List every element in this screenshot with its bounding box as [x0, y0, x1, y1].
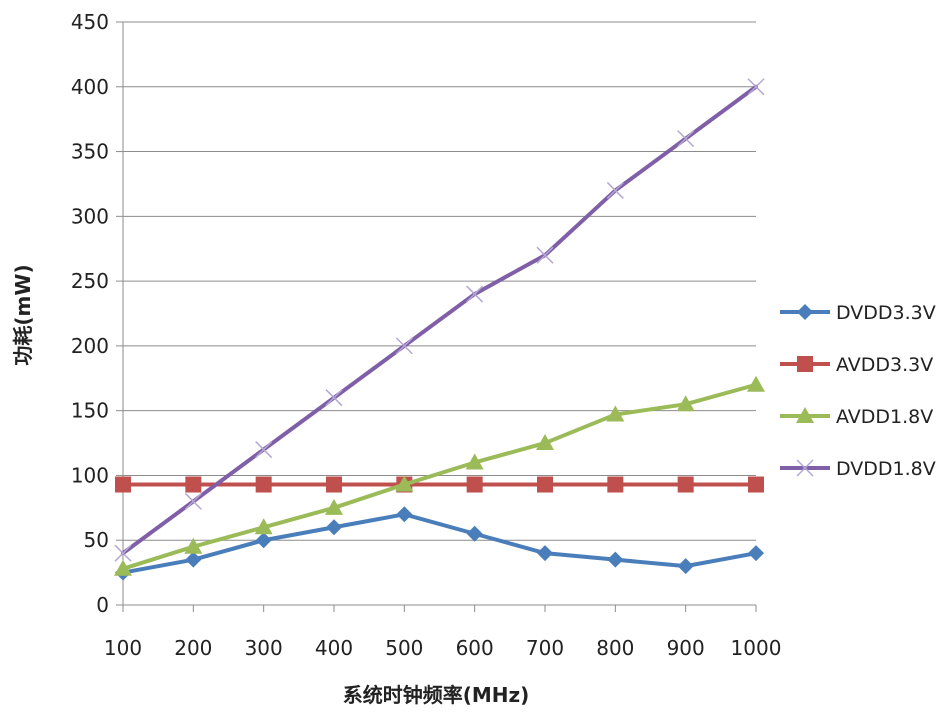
- y-tick-label: 400: [71, 75, 109, 99]
- series-line-avdd1-8v: [121, 382, 758, 571]
- data-point-dvdd1-8v: [184, 492, 202, 510]
- x-marker-stroke: [395, 337, 413, 355]
- legend-label: AVDD1.8V: [836, 406, 933, 428]
- data-point-dvdd1-8v: [747, 78, 765, 96]
- data-point-avdd3-3v: [185, 476, 202, 493]
- data-point-dvdd3-3v: [466, 525, 483, 542]
- y-tick-label: 450: [71, 10, 109, 34]
- data-point-avdd3-3v: [115, 476, 131, 493]
- data-point-avdd1-8v: [606, 405, 625, 422]
- data-point-dvdd3-3v: [607, 551, 624, 568]
- data-point-avdd3-3v: [677, 476, 694, 493]
- data-point-dvdd3-3v: [255, 532, 272, 549]
- legend-label: AVDD3.3V: [836, 354, 933, 376]
- data-point-avdd1-8v: [184, 537, 203, 554]
- data-point-avdd1-8v: [325, 498, 343, 515]
- x-tick-label: 300: [245, 636, 283, 660]
- legend: DVDD3.3V AVDD3.3V AVDD1.8V DVDD1.8V: [780, 302, 936, 480]
- y-tick-label: 0: [96, 593, 109, 617]
- y-tick-label: 300: [71, 204, 109, 228]
- data-point-dvdd1-8v: [255, 441, 273, 459]
- data-point-avdd3-3v: [326, 476, 342, 493]
- x-tick-label: 900: [667, 636, 705, 660]
- data-point-dvdd3-3v: [748, 545, 764, 562]
- x-tick-label: 500: [385, 636, 423, 660]
- legend-swatch-marker: [797, 304, 813, 320]
- data-point-dvdd3-3v: [185, 551, 202, 568]
- y-tick-label: 100: [71, 463, 109, 487]
- series-dvdd1-8v: [114, 78, 765, 562]
- series-plot-area: [114, 78, 765, 581]
- series-avdd3-3v: [115, 476, 764, 493]
- x-marker-stroke: [606, 181, 624, 199]
- legend-item-dvdd1-8v: DVDD1.8V: [780, 458, 936, 480]
- y-tick-label: 250: [71, 269, 109, 293]
- legend-label: DVDD1.8V: [836, 458, 936, 480]
- series-line-dvdd1-8v: [121, 84, 758, 556]
- data-point-dvdd1-8v: [395, 337, 413, 355]
- data-point-dvdd3-3v: [677, 558, 694, 575]
- data-point-avdd3-3v: [466, 476, 483, 493]
- x-marker-stroke: [466, 285, 484, 303]
- x-tick-label: 600: [456, 636, 494, 660]
- x-marker-stroke: [325, 389, 343, 407]
- x-marker-stroke: [677, 130, 695, 148]
- data-point-avdd3-3v: [607, 476, 624, 493]
- x-tick-label: 200: [174, 636, 212, 660]
- data-point-avdd3-3v: [748, 476, 764, 493]
- x-tick-label: 800: [596, 636, 634, 660]
- series-line-dvdd3-3v: [121, 512, 758, 575]
- legend-swatch-marker: [796, 407, 814, 423]
- x-tick-label: 1000: [731, 636, 782, 660]
- legend-item-dvdd3-3v: DVDD3.3V: [780, 302, 936, 324]
- legend-swatch-marker: [796, 459, 814, 477]
- data-point-avdd1-8v: [254, 518, 273, 535]
- gridlines: [123, 21, 756, 541]
- legend-item-avdd3-3v: AVDD3.3V: [780, 354, 933, 376]
- data-point-dvdd1-8v: [536, 246, 554, 264]
- legend-swatch-marker: [797, 356, 813, 372]
- data-point-avdd3-3v: [255, 476, 272, 493]
- data-point-avdd1-8v: [465, 453, 484, 470]
- data-point-dvdd1-8v: [325, 389, 343, 407]
- series-dvdd3-3v: [115, 506, 764, 581]
- data-point-dvdd3-3v: [326, 519, 342, 536]
- x-marker-stroke: [796, 459, 814, 477]
- data-point-avdd1-8v: [395, 475, 414, 492]
- y-axis-title: 功耗(mW): [11, 264, 35, 365]
- data-point-dvdd1-8v: [677, 130, 695, 148]
- data-point-dvdd1-8v: [466, 285, 484, 303]
- y-tick-label: 200: [71, 334, 109, 358]
- x-tick-label: 400: [315, 636, 353, 660]
- data-point-avdd3-3v: [537, 476, 553, 493]
- data-point-avdd1-8v: [114, 559, 132, 576]
- legend-label: DVDD3.3V: [836, 302, 936, 324]
- y-tick-label: 50: [84, 528, 109, 552]
- y-tick-label: 150: [71, 399, 109, 423]
- x-marker-stroke: [747, 78, 765, 96]
- data-point-avdd1-8v: [747, 375, 765, 392]
- data-point-avdd1-8v: [536, 434, 554, 451]
- x-tick-label: 700: [526, 636, 564, 660]
- x-marker-stroke: [114, 544, 132, 562]
- data-point-avdd1-8v: [676, 395, 695, 412]
- data-point-dvdd1-8v: [606, 181, 624, 199]
- x-marker-stroke: [255, 441, 273, 459]
- axes: 0 50 100 150 200 250 300 350 400 450 100 200 300 400 5…: [71, 10, 782, 660]
- series-avdd1-8v: [114, 375, 765, 576]
- x-marker-stroke: [184, 492, 202, 510]
- data-point-dvdd1-8v: [114, 544, 132, 562]
- legend-item-avdd1-8v: AVDD1.8V: [780, 406, 933, 428]
- data-point-dvdd3-3v: [396, 506, 413, 523]
- x-marker-stroke: [536, 246, 554, 264]
- x-axis-title: 系统时钟频率(MHz): [343, 683, 530, 707]
- x-tick-label: 100: [104, 636, 142, 660]
- data-point-dvdd3-3v: [537, 545, 553, 562]
- y-tick-label: 350: [71, 140, 109, 164]
